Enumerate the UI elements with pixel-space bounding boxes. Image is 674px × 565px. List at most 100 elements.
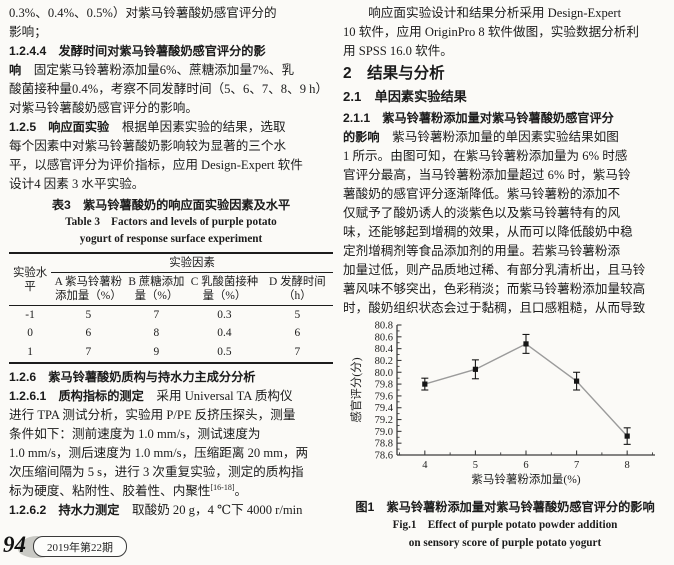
page-number: 94 xyxy=(3,532,26,557)
text-line: 每个因素中对紫马铃薯酸奶影响较为显著的三个水 xyxy=(9,137,333,156)
text-segment: 进行 TPA 测试分析，实验用 P/PE 反挤压探头，测量 xyxy=(9,407,296,422)
text-segment: 设计4 因素 3 水平实验。 xyxy=(9,177,145,191)
svg-text:5: 5 xyxy=(473,460,478,471)
text-segment: 采用 Universal TA 质构仪 xyxy=(143,388,293,403)
table-cell: 0.5 xyxy=(217,345,232,358)
svg-text:79.4: 79.4 xyxy=(375,403,394,414)
text-line: 味，还能够起到增稠的效果，从而可以降低酸奶中稳 xyxy=(343,223,667,242)
text-line: 响应面实验设计和结果分析采用 Design-Expert xyxy=(343,4,667,23)
text-segment: 响 xyxy=(9,63,22,77)
text-line: 薯风味不够突出，色彩稍淡；而紫马铃薯粉添加量较高 xyxy=(343,280,667,299)
text-line: 影响； xyxy=(9,23,333,42)
text-segment: 0.3%、0.4%、0.5%）对紫马铃薯酸奶感官评分的 xyxy=(9,6,277,20)
text-line: 10 软件，应用 OriginPro 8 软件做图，实验数据分析利 xyxy=(343,23,667,42)
figure-caption-cn: 图1 紫马铃薯粉添加量对紫马铃薯酸奶感官评分的影响 xyxy=(355,500,655,514)
text-line: 定剂增稠剂等食品添加剂的用量。若紫马铃薯粉添 xyxy=(343,242,667,261)
svg-text:8: 8 xyxy=(625,460,630,471)
text-segment: 平，以感官评分为评价指标，应用 Design-Expert 软件 xyxy=(9,158,303,172)
text-segment: 对紫马铃薯酸奶感官评分的影响。 xyxy=(9,101,198,115)
text-line: 0.3%、0.4%、0.5%）对紫马铃薯酸奶感官评分的 xyxy=(9,4,333,23)
text-segment: 用 SPSS 16.0 软件。 xyxy=(343,44,453,58)
table-cell: -1 xyxy=(25,308,35,321)
text-segment: 酸菌接种量0.4%，考察不同发酵时间（5、6、7、8、9 h） xyxy=(9,82,329,96)
table-column-header: B 蔗糖添加量（%） xyxy=(125,272,188,306)
text-segment: 固定紫马铃薯粉添加量6%、蔗糖添加量7%、乳 xyxy=(21,63,295,77)
text-segment: 加量过低，则产品质地过稀、有部分乳清析出，且马铃 xyxy=(343,263,646,277)
text-line: 1.2.5 响应面实验 根据单因素实验的结果，选取 xyxy=(9,118,333,137)
text-segment: 定剂增稠剂等食品添加剂的用量。若紫马铃薯粉添 xyxy=(343,244,621,258)
text-line: 1.2.4.4 发酵时间对紫马铃薯酸奶感官评分的影 xyxy=(9,42,333,61)
text-segment: 根据单因素实验的结果，选取 xyxy=(109,120,286,134)
svg-text:80.2: 80.2 xyxy=(375,356,393,367)
text-segment: 条件如下：测前速度为 1.0 mm/s，测试速度为 xyxy=(9,426,261,441)
table-group-header-row: 实验水平 实验因素 xyxy=(9,253,333,306)
text-line: 响 固定紫马铃薯粉添加量6%、蔗糖添加量7%、乳 xyxy=(9,61,333,80)
text-segment: 1 所示。由图可知，在紫马铃薯粉添加量为 6% 时感 xyxy=(343,149,628,163)
text-segment: 1.2.6.1 质构指标的测定 xyxy=(9,388,144,403)
svg-text:80.6: 80.6 xyxy=(375,332,393,343)
left-column: 0.3%、0.4%、0.5%）对紫马铃薯酸奶感官评分的 影响； 1.2.4.4 发酵… xyxy=(9,4,333,520)
text-segment: 取酸奶 20 g，4 ℃下 4000 r/min xyxy=(119,502,303,517)
text-segment: 每个因素中对紫马铃薯酸奶影响较为显著的三个水 xyxy=(9,139,287,153)
text-segment: 1.2.6.2 持水力测定 xyxy=(9,502,120,517)
table-cell: 0.4 xyxy=(217,327,232,339)
svg-text:80.8: 80.8 xyxy=(375,321,393,332)
factors-levels-table: 实验水平 实验因素 A 紫马铃薯粉添加量（%） B 蔗糖添加量（%） C 乳酸菌接种… xyxy=(9,252,333,364)
table-cell: 7 xyxy=(153,308,160,321)
paragraph-block-discussion: 2.1.1 紫马铃薯粉添加量对紫马铃薯酸奶感官评分 的影响 紫马铃薯粉添加量的单因… xyxy=(343,109,667,318)
table-column-header-row: A 紫马铃薯粉添加量（%） B 蔗糖添加量（%） C 乳酸菌接种量（%） D 发酵时间… xyxy=(9,272,333,306)
text-segment: 10 软件，应用 OriginPro 8 软件做图，实验数据分析利 xyxy=(343,25,639,39)
text-line: 次压缩间隔为 5 s，进行 3 次重复实验，测定的质构指 xyxy=(9,463,333,482)
table-cell: 5 xyxy=(294,308,301,321)
table-cell: 7 xyxy=(85,345,92,358)
subsection-heading-single-factor: 2.1 单因素实验结果 xyxy=(343,89,467,104)
text-line: 对紫马铃薯酸奶感官评分的影响。 xyxy=(9,99,333,118)
figure-caption-en-line1: Fig.1 Effect of purple potato powder add… xyxy=(392,519,618,531)
table-group-header: 实验因素 xyxy=(51,253,333,273)
table-cell: 8 xyxy=(153,327,160,339)
issue-label: 2019年第22期 xyxy=(33,536,127,557)
figure-1: 78.6 78.8 79.0 79.2 79.4 79.6 79.8 80.0 80.2 80.4… xyxy=(343,318,667,552)
sensory-score-line-chart: 78.678.879.079.279.479.679.880.080.280.4… xyxy=(349,321,655,486)
text-line: 用 SPSS 16.0 软件。 xyxy=(343,42,667,61)
text-line: 1.0 mm/s，测后速度为 1.0 mm/s，压缩距离 20 mm，两 xyxy=(9,444,333,463)
text-segment: 时，酸奶组织状态会过于黏稠，且口感粗糙，从而导致 xyxy=(343,301,646,315)
text-segment: 味，还能够起到增稠的效果，从而可以降低酸奶中稳 xyxy=(343,225,633,239)
table-row: 0 6 8 0.4 6 xyxy=(9,325,333,344)
svg-text:80.4: 80.4 xyxy=(375,344,394,355)
table-column-header: D 发酵时间（h） xyxy=(261,272,333,306)
table-corner-header: 实验水平 xyxy=(9,253,52,306)
text-line: 标为硬度、粘附性、胶着性、内聚性[16-18]。 xyxy=(9,482,333,501)
figure-caption-en-line2: on sensory score of purple potato yogurt xyxy=(408,536,602,549)
text-segment: 影响； xyxy=(9,25,47,39)
data-line xyxy=(424,343,628,437)
data-point xyxy=(422,381,428,387)
data-point xyxy=(472,366,479,372)
text-line: 薯酸奶的感官评分逐渐降低。紫马铃薯粉的添加不 xyxy=(343,185,667,204)
table-cell: 6 xyxy=(294,327,301,339)
text-segment: 仅赋予了酸奶诱人的淡紫色以及紫马铃薯特有的风 xyxy=(343,206,621,220)
svg-text:79.0: 79.0 xyxy=(375,427,393,438)
text-line: 官评分最高，当马铃薯粉添加量超过 6% 时，紫马铃 xyxy=(343,166,667,185)
text-line: 2.1.1 紫马铃薯粉添加量对紫马铃薯酸奶感官评分 xyxy=(343,109,667,128)
table-column-header: A 紫马铃薯粉添加量（%） xyxy=(51,272,126,306)
data-point xyxy=(624,433,630,439)
svg-text:紫马铃薯粉添加量(%): 紫马铃薯粉添加量(%) xyxy=(471,472,580,486)
page-footer: 94 2019年第22期 xyxy=(0,525,250,559)
section-heading-results: 2 结果与分析 xyxy=(343,65,445,82)
text-segment: 响应面实验设计和结果分析采用 Design-Expert xyxy=(343,6,622,20)
text-line: 平，以感官评分为评价指标，应用 Design-Expert 软件 xyxy=(9,156,333,175)
svg-text:79.2: 79.2 xyxy=(375,415,393,426)
svg-text:6: 6 xyxy=(523,460,528,471)
table-title-en-line1: Table 3 Factors and levels of purple pot… xyxy=(65,216,277,228)
svg-text:78.8: 78.8 xyxy=(375,439,393,450)
text-segment: 标为硬度、粘附性、胶着性、内聚性 xyxy=(9,483,211,498)
text-segment: 的影响 xyxy=(343,130,380,144)
text-segment: 次压缩间隔为 5 s，进行 3 次重复实验，测定的质构指 xyxy=(9,464,304,479)
table-cell: 0 xyxy=(27,327,33,339)
text-line: 进行 TPA 测试分析，实验用 P/PE 反挤压探头，测量 xyxy=(9,406,333,425)
text-segment: 。 xyxy=(234,483,248,498)
text-line: 1.2.6 紫马铃薯酸奶质构与持水力主成分分析 xyxy=(9,368,333,387)
svg-text:4: 4 xyxy=(422,460,428,471)
